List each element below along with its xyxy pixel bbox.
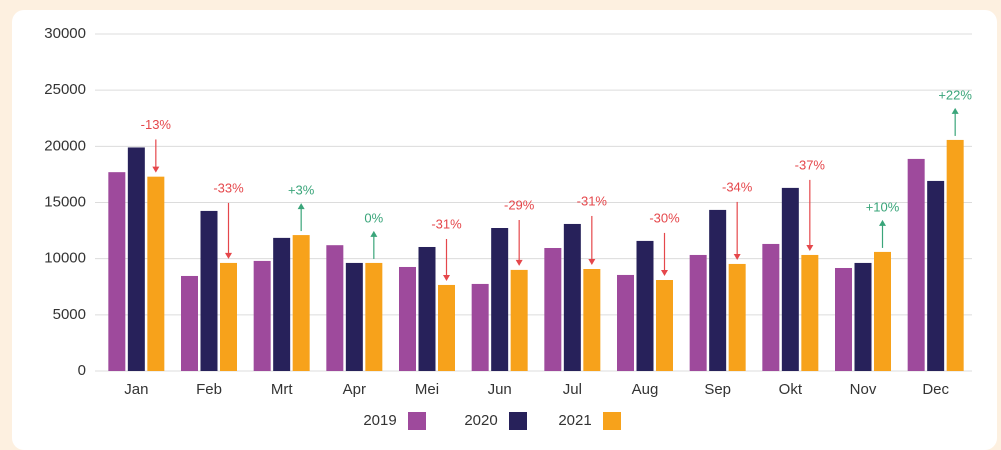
x-tick-label: Sep xyxy=(704,381,731,398)
annotation: +10% xyxy=(866,199,900,214)
bar xyxy=(491,227,509,371)
legend-label: 2020 xyxy=(464,412,497,429)
bar xyxy=(874,251,891,371)
x-tick-label: Feb xyxy=(196,381,222,398)
y-tick-label: 0 xyxy=(78,362,86,379)
bar xyxy=(147,176,165,371)
legend-swatch xyxy=(408,412,426,430)
annotation: -37% xyxy=(795,157,826,172)
bar xyxy=(127,147,145,371)
bar xyxy=(399,266,416,371)
y-tick-label: 10000 xyxy=(44,250,86,267)
x-tick-label: Dec xyxy=(922,381,949,398)
bar xyxy=(636,240,654,371)
arrow-head xyxy=(661,270,668,277)
bar xyxy=(438,284,455,371)
y-tick-label: 20000 xyxy=(44,137,86,154)
legend-label: 2021 xyxy=(558,412,591,429)
bar xyxy=(728,263,746,371)
arrow-head xyxy=(443,274,450,281)
x-tick-label: Jun xyxy=(488,381,512,398)
annotation: -34% xyxy=(722,179,753,194)
arrow-head xyxy=(806,244,814,251)
arrow-head xyxy=(588,259,596,266)
arrow-head xyxy=(951,107,959,114)
annotation: +3% xyxy=(288,183,315,198)
annotation: +22% xyxy=(938,87,972,102)
bar xyxy=(689,254,707,371)
annotation: -29% xyxy=(504,197,535,212)
bar xyxy=(927,180,945,371)
bar xyxy=(220,262,237,371)
bar xyxy=(854,262,872,371)
bar xyxy=(471,283,489,371)
legend-swatch xyxy=(509,412,527,430)
annotation: -30% xyxy=(649,210,680,225)
x-tick-label: Nov xyxy=(850,381,877,398)
legend-swatch xyxy=(603,412,621,430)
bar xyxy=(656,280,673,371)
bar xyxy=(563,223,581,371)
annotation: -33% xyxy=(213,180,244,195)
annotation: -13% xyxy=(141,117,172,132)
bar xyxy=(801,254,819,371)
bar xyxy=(418,246,436,371)
bar xyxy=(510,269,528,371)
x-tick-label: Aug xyxy=(632,381,659,398)
arrow-head xyxy=(733,253,741,260)
bar xyxy=(762,243,780,371)
arrow-head xyxy=(879,219,886,226)
bar xyxy=(709,209,727,371)
bar xyxy=(345,262,363,371)
x-tick-label: Jan xyxy=(124,381,148,398)
annotation: 0% xyxy=(364,210,383,225)
arrow-head xyxy=(515,259,523,266)
arrow-head xyxy=(152,166,160,173)
arrow-head xyxy=(370,230,378,237)
arrow-head xyxy=(225,252,232,259)
bar xyxy=(365,262,383,371)
bar xyxy=(781,187,799,371)
annotation: -31% xyxy=(577,193,608,208)
x-tick-label: Mei xyxy=(415,381,439,398)
y-tick-label: 15000 xyxy=(44,193,86,210)
bar xyxy=(273,237,291,371)
bar xyxy=(292,235,310,371)
bar xyxy=(200,210,218,371)
bar xyxy=(907,158,925,371)
arrow-head xyxy=(297,203,305,210)
bar xyxy=(326,245,344,371)
y-tick-label: 30000 xyxy=(44,25,86,42)
bar xyxy=(583,269,601,371)
bar xyxy=(544,247,562,371)
chart: 0 5000 10000 15000 20000 25000 30000 Jan -13% Feb… xyxy=(44,25,972,430)
x-tick-label: Okt xyxy=(779,381,803,398)
bar xyxy=(946,139,964,371)
x-tick-label: Apr xyxy=(343,381,366,398)
bar xyxy=(835,267,852,371)
y-tick-label: 5000 xyxy=(53,306,86,323)
x-tick-label: Mrt xyxy=(271,381,293,398)
bar xyxy=(253,260,271,371)
x-tick-label: Jul xyxy=(563,381,582,398)
legend-label: 2019 xyxy=(363,412,396,429)
bar xyxy=(181,275,198,371)
bar xyxy=(108,172,126,371)
bar xyxy=(617,274,634,371)
annotation: -31% xyxy=(431,216,462,231)
y-tick-label: 25000 xyxy=(44,81,86,98)
